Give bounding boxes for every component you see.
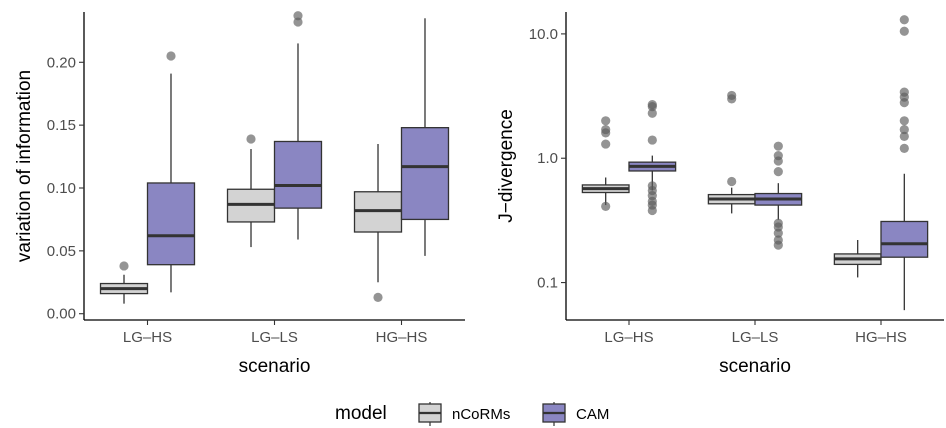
outlier-point-ncorms — [601, 116, 611, 126]
y-tick-label: 0.15 — [47, 117, 76, 134]
outlier-point-cam — [773, 141, 783, 151]
outlier-point-ncorms — [601, 201, 611, 211]
panel-j-divergence: 0.1 1.0 10.0 LG–HS LG–LS HG–HS scenario J−diver… — [496, 12, 944, 377]
box-cam — [273, 140, 323, 209]
legend: model nCoRMs CAM — [335, 402, 609, 426]
legend-title: model — [335, 403, 387, 424]
outlier-point-cam — [647, 135, 657, 145]
outlier-point-cam — [899, 15, 909, 25]
y-tick-label: 0.1 — [537, 275, 558, 292]
y-tick-label: 1.0 — [537, 150, 558, 167]
box-cam — [400, 127, 450, 221]
outlier-point-cam — [293, 11, 303, 21]
x-axis-title: scenario — [239, 356, 311, 377]
panel-variation-of-information: 0.00 0.05 0.10 0.15 0.20 LG–HS LG–LS HG–HS scena… — [14, 11, 465, 377]
x-tick-label: HG–HS — [855, 329, 907, 346]
outlier-point-cam — [647, 181, 657, 191]
y-tick-label: 0.05 — [47, 243, 76, 260]
outlier-point-ncorms — [727, 90, 737, 101]
legend-label-cam: CAM — [576, 406, 609, 423]
outlier-point-cam — [899, 124, 909, 135]
x-axis-title: scenario — [719, 356, 791, 377]
outlier-point-cam — [773, 218, 783, 228]
outlier-point-ncorms — [601, 139, 611, 149]
outlier-point-cam — [293, 17, 303, 27]
y-tick-label: 0.00 — [47, 306, 76, 323]
outlier-point-cam — [899, 131, 909, 141]
x-tick-label: LG–LS — [251, 329, 298, 346]
outlier-point-cam — [773, 150, 783, 161]
y-axis-title: variation of information — [14, 70, 35, 262]
box-cam — [146, 182, 196, 266]
outlier-point-ncorms — [246, 134, 256, 144]
x-tick-label: LG–HS — [604, 329, 653, 346]
y-tick-label: 0.20 — [47, 54, 76, 71]
x-tick-label: LG–LS — [732, 329, 779, 346]
outlier-point-ncorms — [727, 176, 737, 187]
outlier-point-cam — [899, 26, 909, 36]
outlier-point-ncorms — [601, 124, 611, 135]
outlier-point-cam — [647, 108, 657, 118]
y-tick-label: 0.10 — [47, 180, 76, 197]
y-axis-title: J−divergence — [496, 109, 517, 223]
outlier-point-cam — [899, 87, 909, 97]
outlier-point-cam — [773, 167, 783, 177]
y-tick-label: 10.0 — [529, 26, 558, 43]
outlier-point-cam — [166, 51, 176, 61]
outlier-point-cam — [773, 235, 783, 245]
x-tick-label: HG–HS — [376, 329, 428, 346]
outlier-point-ncorms — [119, 261, 129, 271]
outlier-point-cam — [647, 99, 657, 110]
legend-label-ncorms: nCoRMs — [452, 406, 510, 423]
outlier-point-cam — [899, 143, 909, 153]
box-cam — [880, 220, 929, 258]
outlier-point-ncorms — [373, 292, 383, 302]
x-tick-label: LG–HS — [123, 329, 172, 346]
outlier-point-cam — [899, 116, 909, 126]
